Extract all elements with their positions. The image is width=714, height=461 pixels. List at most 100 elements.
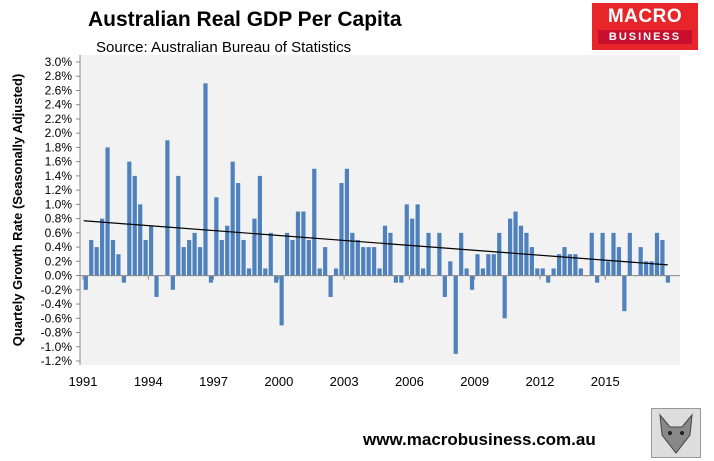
bar [236,183,241,276]
bar [448,261,453,276]
bar [660,239,665,276]
bar [138,204,143,276]
bar [567,254,573,276]
bar [475,254,480,276]
y-tick-label: 1.6% [45,155,73,169]
bar [116,254,121,276]
bar [268,232,273,276]
y-tick-label: 0.0% [45,269,73,283]
bar [257,175,262,276]
bar [219,239,224,276]
y-tick-label: 1.2% [45,183,73,197]
y-tick-label: 2.0% [45,126,73,140]
bar [214,197,219,276]
trend-line [83,220,668,266]
bar [89,239,94,276]
y-tick-label: 1.0% [45,197,73,211]
bar [246,268,252,276]
y-tick-label: 2.2% [45,112,73,126]
bar [132,175,137,276]
bar [546,275,551,283]
bar [170,275,175,290]
x-tick-label: 1991 [69,374,98,389]
bar [301,211,306,276]
bar [361,247,366,276]
bar [295,211,301,276]
y-axis-title: Quartely Growth Rate (Seasonally Adjuste… [10,74,25,347]
x-tick-label: 1994 [134,374,163,389]
bar [317,268,322,276]
bar [355,239,360,276]
y-tick-label: 2.8% [45,69,73,83]
bar [437,232,442,276]
bar [208,275,214,283]
x-tick-label: 2003 [330,374,359,389]
bar [279,275,284,326]
y-tick-label: 0.6% [45,226,73,240]
y-tick-label: -1.0% [41,340,73,354]
chart-subtitle: Source: Australian Bureau of Statistics [96,39,352,56]
bar [284,232,290,276]
bar [366,247,371,276]
bar [513,211,518,276]
bar [148,225,154,276]
y-tick-label: -0.2% [41,283,73,297]
bar [290,239,295,276]
bar [605,261,611,276]
bar [469,275,475,290]
bar [143,239,148,276]
bar [595,275,600,283]
bar [241,239,246,276]
bar [306,239,311,276]
x-tick-label: 2000 [264,374,293,389]
bar [551,268,556,276]
bar [333,268,339,276]
bar [350,232,355,276]
bar [486,254,491,276]
y-tick-label: 0.4% [45,240,73,254]
bar [578,268,583,276]
bar [203,83,208,276]
bar [665,275,670,283]
bar [323,247,328,276]
bar [453,275,458,354]
bar [263,268,268,276]
bar [377,268,382,276]
bar [176,175,181,276]
y-tick-label: 3.0% [45,55,73,69]
y-tick-label: 0.8% [45,212,73,226]
bar [415,204,420,276]
y-tick-label: 1.4% [45,169,73,183]
bar [502,275,507,319]
logo-line2: BUSINESS [598,30,692,44]
bar [535,268,540,276]
bar [654,232,660,276]
bar [382,225,388,276]
bar [274,275,279,283]
bar [508,218,513,276]
footer-url: www.macrobusiness.com.au [363,430,596,449]
bar [410,218,415,276]
bar [459,232,464,276]
x-tick-label: 2012 [525,374,554,389]
x-tick-label: 1997 [199,374,228,389]
bar [589,232,594,276]
bar [187,239,192,276]
logo-line1: MACRO [607,6,683,27]
bar [644,261,649,276]
bar [529,247,534,276]
bar [404,204,409,276]
bar [252,218,257,276]
bar [562,247,567,276]
bar [165,140,170,276]
bar [622,275,627,312]
bar [121,275,126,283]
bar [600,232,605,276]
macrobusiness-logo: MACRO BUSINESS [592,3,698,50]
bar [464,268,469,276]
plot-area [80,55,680,365]
bar [442,275,447,297]
bar [420,268,426,276]
bar [110,239,116,276]
